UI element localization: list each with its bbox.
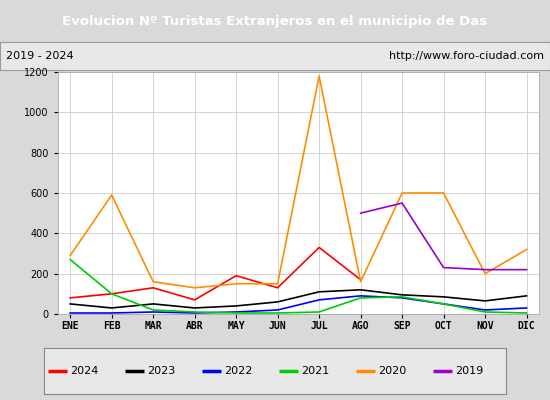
Text: 2020: 2020 [378, 366, 406, 376]
Text: 2019 - 2024: 2019 - 2024 [6, 51, 73, 61]
Text: 2022: 2022 [224, 366, 252, 376]
Text: 2023: 2023 [147, 366, 175, 376]
Text: 2021: 2021 [301, 366, 329, 376]
Text: 2024: 2024 [70, 366, 98, 376]
Text: Evolucion Nº Turistas Extranjeros en el municipio de Das: Evolucion Nº Turistas Extranjeros en el … [63, 14, 487, 28]
Text: http://www.foro-ciudad.com: http://www.foro-ciudad.com [389, 51, 544, 61]
Text: 2019: 2019 [455, 366, 483, 376]
